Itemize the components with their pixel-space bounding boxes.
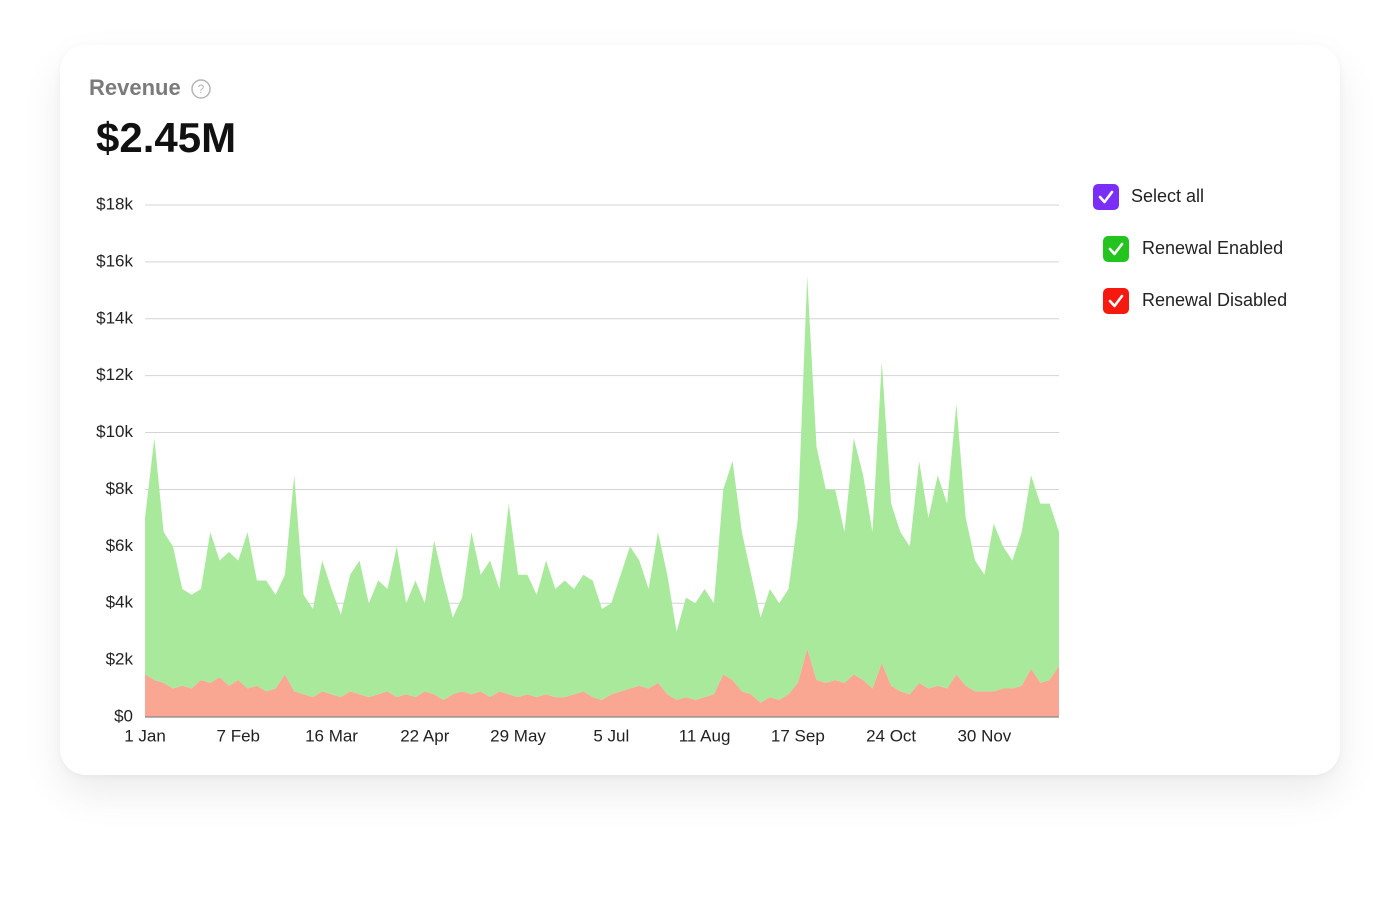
x-tick-label: 30 Nov [957, 726, 1011, 745]
x-tick-label: 11 Aug [679, 726, 731, 745]
legend-label: Select all [1131, 186, 1204, 206]
y-tick-label: $2k [106, 650, 134, 669]
y-tick-label: $16k [96, 251, 133, 270]
y-tick-label: $14k [96, 308, 133, 327]
x-tick-label: 1 Jan [124, 726, 166, 745]
x-tick-label: 5 Jul [593, 726, 629, 745]
y-tick-label: $0 [114, 706, 133, 725]
x-tick-label: 16 Mar [305, 726, 358, 745]
svg-text:?: ? [198, 82, 205, 96]
x-tick-label: 24 Oct [866, 726, 916, 745]
y-tick-label: $6k [106, 536, 134, 555]
y-tick-label: $12k [96, 365, 133, 384]
x-tick-label: 29 May [490, 726, 546, 745]
x-tick-label: 22 Apr [400, 726, 449, 745]
legend-checkbox[interactable] [1103, 288, 1129, 314]
x-tick-label: 17 Sep [771, 726, 825, 745]
y-tick-label: $18k [96, 194, 133, 213]
check-mark [1108, 242, 1124, 256]
check-mark [1108, 294, 1124, 308]
area [145, 276, 1059, 703]
y-tick-label: $4k [106, 593, 134, 612]
headline-value: $2.45M [96, 114, 236, 161]
y-tick-label: $10k [96, 422, 133, 441]
legend-label: Renewal Disabled [1142, 290, 1287, 310]
legend-label: Renewal Enabled [1142, 238, 1283, 258]
select-all-checkbox[interactable] [1093, 184, 1119, 210]
y-tick-label: $8k [106, 479, 134, 498]
legend-checkbox[interactable] [1103, 236, 1129, 262]
area [145, 648, 1059, 717]
x-tick-label: 7 Feb [217, 726, 260, 745]
check-mark [1098, 190, 1114, 204]
help-icon[interactable]: ? [191, 79, 211, 99]
card-title: Revenue [89, 75, 181, 100]
